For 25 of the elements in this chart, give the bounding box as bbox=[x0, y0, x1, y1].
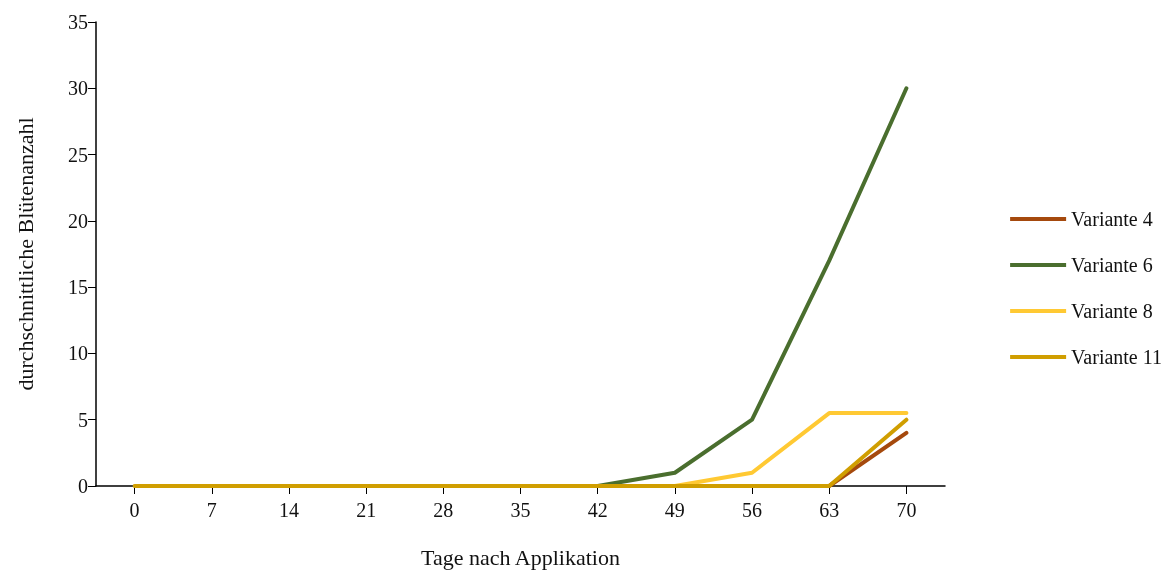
x-tick-label: 70 bbox=[896, 499, 917, 521]
x-tick-label: 28 bbox=[433, 499, 454, 521]
y-tick-label: 15 bbox=[68, 276, 88, 299]
y-tick-label: 5 bbox=[78, 408, 88, 431]
x-axis-title: Tage nach Applikation bbox=[421, 544, 620, 570]
x-tick-label: 56 bbox=[742, 499, 763, 521]
y-tick-label: 30 bbox=[68, 77, 88, 100]
legend-label: Variante 4 bbox=[1071, 208, 1153, 230]
x-tick-label: 21 bbox=[356, 499, 377, 521]
x-tick-label: 0 bbox=[129, 499, 140, 521]
legend-label: Variante 6 bbox=[1071, 254, 1153, 276]
x-tick-label: 35 bbox=[510, 499, 531, 521]
y-tick-label: 35 bbox=[68, 11, 88, 33]
legend-label: Variante 11 bbox=[1071, 346, 1162, 368]
legend-label: Variante 8 bbox=[1071, 300, 1153, 322]
y-axis-title: durchschnittliche Blütenanzahl bbox=[12, 117, 38, 391]
x-tick-label: 42 bbox=[587, 499, 608, 521]
x-tick-label: 49 bbox=[664, 499, 685, 521]
x-tick-label: 7 bbox=[206, 499, 217, 521]
y-tick-label: 25 bbox=[68, 143, 88, 166]
y-tick-label: 10 bbox=[68, 342, 88, 365]
y-tick-label: 0 bbox=[78, 475, 88, 497]
y-tick-label: 20 bbox=[68, 209, 88, 232]
x-tick-label: 14 bbox=[278, 499, 299, 521]
x-tick-label: 63 bbox=[819, 499, 840, 521]
